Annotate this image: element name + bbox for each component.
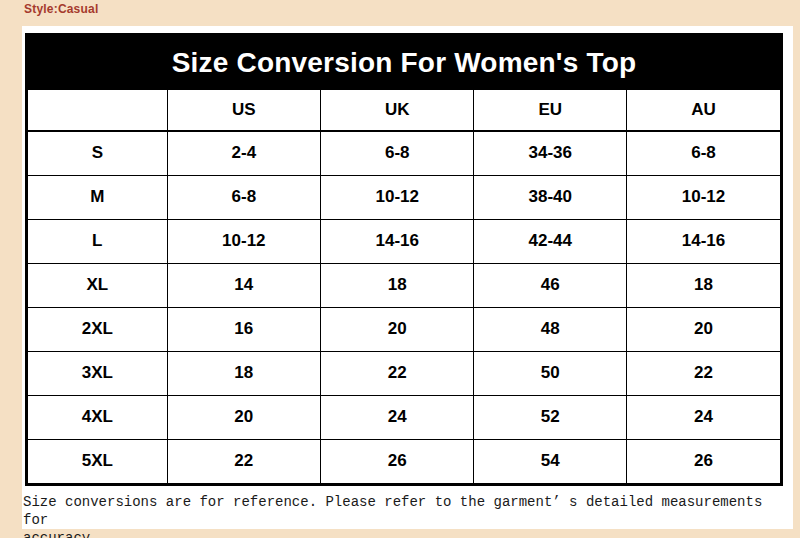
uk-value-cell: 10-12 (321, 175, 474, 219)
eu-value-cell: 42-44 (474, 219, 627, 263)
table-row-3xl: 3XL 18 22 50 22 (28, 351, 780, 395)
size-conversion-table: Size Conversion For Women's Top US UK EU… (25, 33, 783, 486)
table-footnote: Size conversions are for reference. Plea… (23, 493, 789, 538)
size-label-cell: S (28, 131, 167, 175)
size-label-cell: 5XL (28, 439, 167, 483)
uk-value-cell: 18 (321, 263, 474, 307)
uk-value-cell: 14-16 (321, 219, 474, 263)
eu-value-cell: 48 (474, 307, 627, 351)
table-row-s: S 2-4 6-8 34-36 6-8 (28, 131, 780, 175)
au-value-cell: 24 (627, 395, 780, 439)
eu-value-cell: 46 (474, 263, 627, 307)
au-value-cell: 22 (627, 351, 780, 395)
uk-value-cell: 22 (321, 351, 474, 395)
size-table: US UK EU AU S 2-4 6-8 34-36 6-8 M 6-8 10 (28, 90, 780, 483)
column-header-eu: EU (474, 90, 627, 131)
au-value-cell: 10-12 (627, 175, 780, 219)
table-row-xl: XL 14 18 46 18 (28, 263, 780, 307)
table-row-5xl: 5XL 22 26 54 26 (28, 439, 780, 483)
table-title: Size Conversion For Women's Top (28, 36, 780, 90)
footnote-line-2: accuracy (23, 530, 90, 538)
au-value-cell: 20 (627, 307, 780, 351)
eu-value-cell: 34-36 (474, 131, 627, 175)
uk-value-cell: 6-8 (321, 131, 474, 175)
eu-value-cell: 52 (474, 395, 627, 439)
size-label-cell: 4XL (28, 395, 167, 439)
us-value-cell: 10-12 (167, 219, 320, 263)
uk-value-cell: 24 (321, 395, 474, 439)
table-row-l: L 10-12 14-16 42-44 14-16 (28, 219, 780, 263)
table-row-2xl: 2XL 16 20 48 20 (28, 307, 780, 351)
column-header-uk: UK (321, 90, 474, 131)
eu-value-cell: 50 (474, 351, 627, 395)
eu-value-cell: 54 (474, 439, 627, 483)
us-value-cell: 16 (167, 307, 320, 351)
size-label-cell: 3XL (28, 351, 167, 395)
au-value-cell: 14-16 (627, 219, 780, 263)
uk-value-cell: 26 (321, 439, 474, 483)
au-value-cell: 18 (627, 263, 780, 307)
us-value-cell: 22 (167, 439, 320, 483)
size-label-cell: 2XL (28, 307, 167, 351)
us-value-cell: 14 (167, 263, 320, 307)
au-value-cell: 26 (627, 439, 780, 483)
table-header-row: US UK EU AU (28, 90, 780, 131)
column-header-au: AU (627, 90, 780, 131)
table-row-4xl: 4XL 20 24 52 24 (28, 395, 780, 439)
au-value-cell: 6-8 (627, 131, 780, 175)
eu-value-cell: 38-40 (474, 175, 627, 219)
size-label-cell: L (28, 219, 167, 263)
style-attribute-label: Style:Casual (24, 2, 98, 16)
us-value-cell: 20 (167, 395, 320, 439)
uk-value-cell: 20 (321, 307, 474, 351)
us-value-cell: 6-8 (167, 175, 320, 219)
size-chart-panel: Size Conversion For Women's Top US UK EU… (22, 26, 793, 529)
column-header-size (28, 90, 167, 131)
size-label-cell: M (28, 175, 167, 219)
us-value-cell: 2-4 (167, 131, 320, 175)
size-label-cell: XL (28, 263, 167, 307)
table-row-m: M 6-8 10-12 38-40 10-12 (28, 175, 780, 219)
column-header-us: US (167, 90, 320, 131)
us-value-cell: 18 (167, 351, 320, 395)
footnote-line-1: Size conversions are for reference. Plea… (23, 494, 762, 528)
